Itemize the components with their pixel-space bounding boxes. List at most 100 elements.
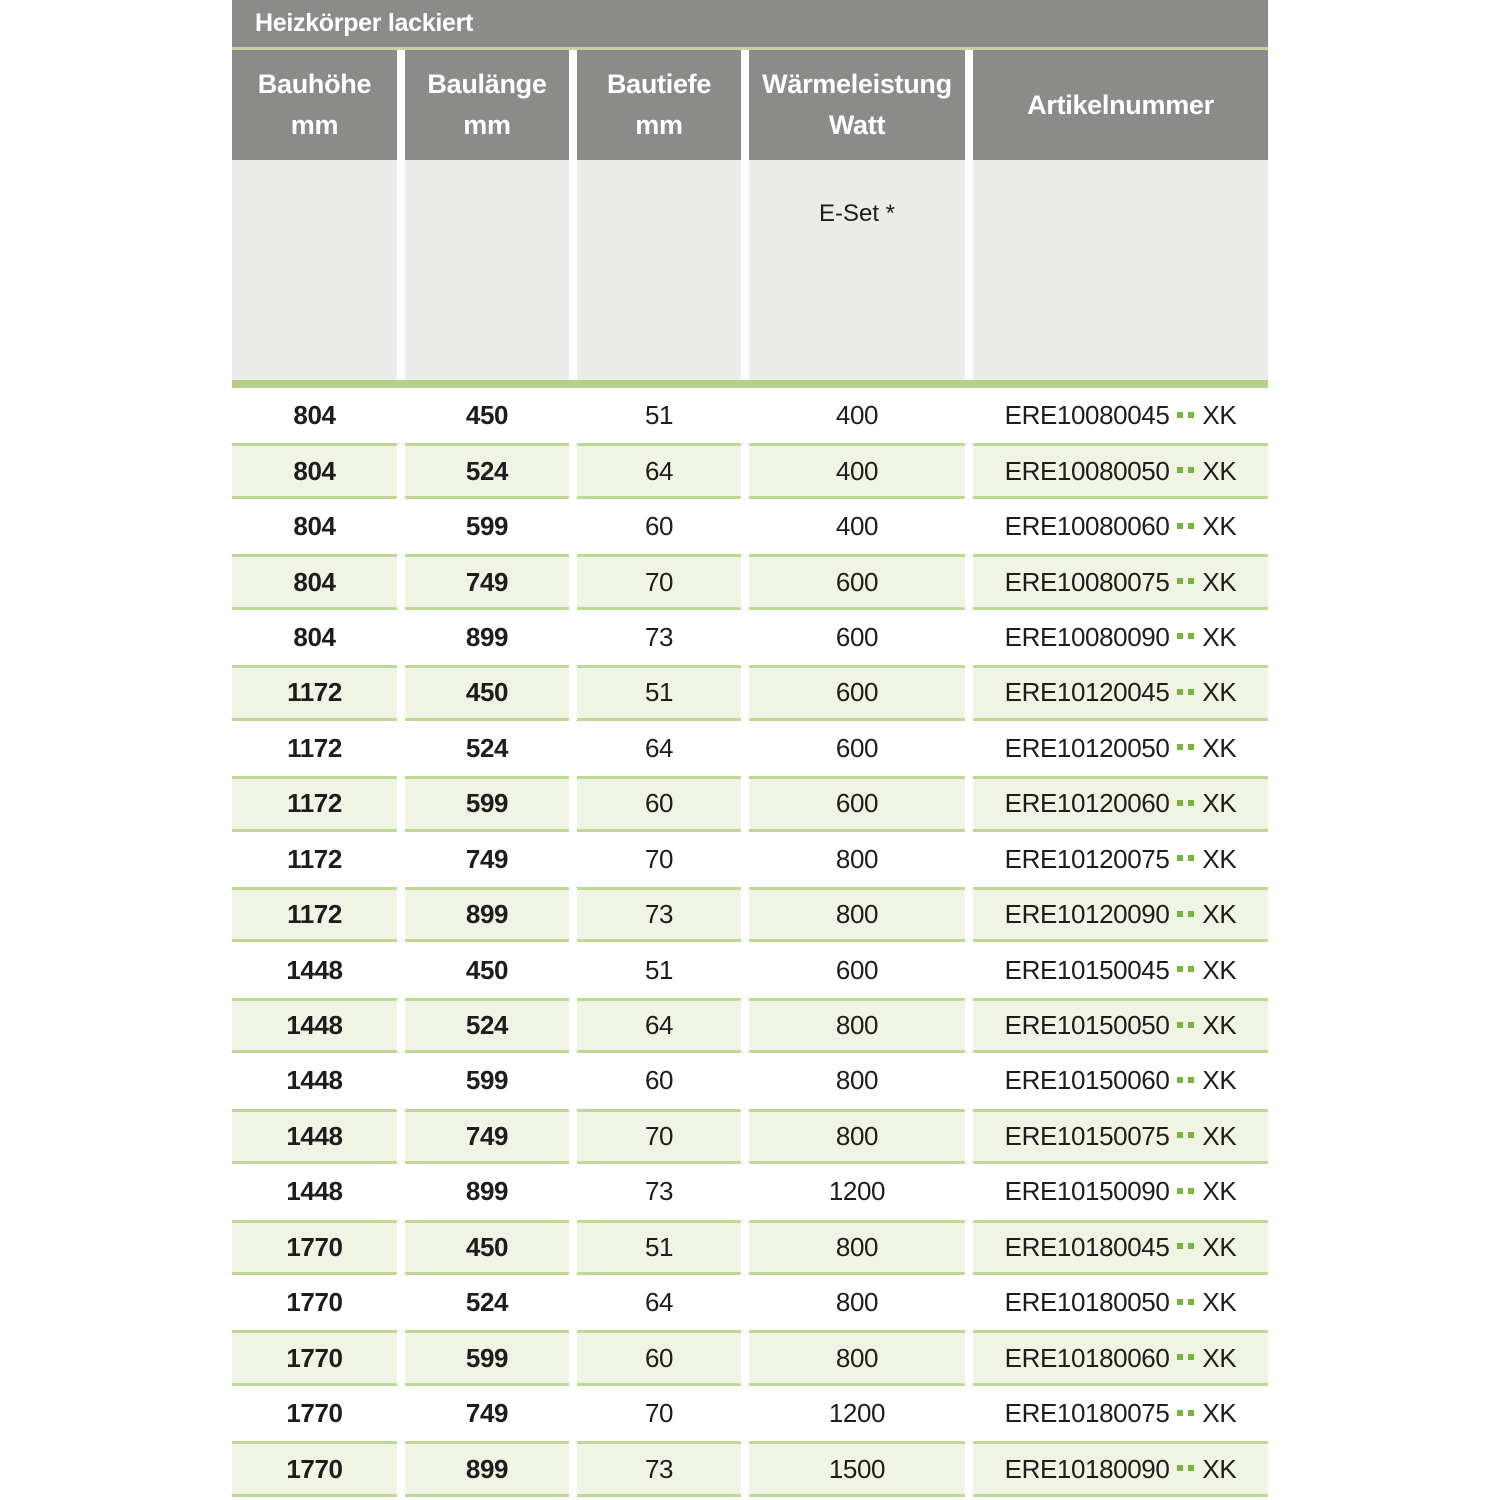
cell-bautiefe: 70 [644,843,674,874]
cell-watt: 400 [749,443,965,499]
column-unit: mm [635,110,683,140]
subheader-cell-eset: E-Set * [749,160,965,380]
table-title: Heizkörper lackiert [255,9,474,37]
artikel-suffix: XK [1202,954,1237,985]
subheader-cell-bautiefe [577,160,741,380]
artikel-code: ERE10080050 [1004,455,1170,486]
column-label: Bautiefe [606,69,712,99]
cell-bauhoehe: 1172 [232,665,397,721]
artikel-suffix: XK [1202,400,1237,431]
placeholder-dot-icon [1177,1465,1184,1472]
cell-watt: 800 [835,843,879,874]
artikel-suffix: XK [1202,677,1237,708]
cell-artikelnummer: ERE10180075 XK [973,1386,1268,1441]
cell-watt: 800 [749,886,965,943]
cell-baulaenge: 899 [405,1441,569,1497]
cell-bauhoehe: 1448 [232,1108,397,1165]
cell-bauhoehe: 1770 [232,1330,397,1386]
cell-artikelnummer: ERE10120090 XK [973,886,1268,943]
cell-watt: 800 [835,1287,879,1318]
cell-watt: 1200 [828,1398,886,1429]
placeholder-dot-icon [1177,411,1184,418]
cell-artikelnummer: ERE10180090 XK [973,1441,1268,1497]
cell-baulaenge: 450 [465,954,509,985]
cell-watt: 600 [835,954,879,985]
column-header-artikelnummer: Artikelnummer [973,50,1268,160]
cell-bauhoehe: 1448 [232,997,397,1054]
column-unit: mm [290,110,339,140]
cell-baulaenge: 599 [465,511,509,542]
table-row: 804 599 60 400 ERE10080060 XK [232,499,1268,554]
subheader-cell-artikelnummer [973,160,1268,380]
cell-artikelnummer: ERE10120075 XK [973,832,1268,887]
cell-bauhoehe: 804 [232,554,397,610]
cell-bautiefe: 60 [644,1065,674,1096]
cell-bautiefe: 64 [644,1287,674,1318]
cell-watt: 600 [835,621,879,652]
column-label: Baulänge [427,69,547,99]
table-row: 1770 599 60 800 ERE10180060 XK [232,1330,1268,1386]
placeholder-dot-icon [1177,910,1184,917]
cell-baulaenge: 899 [465,1176,509,1207]
cell-bauhoehe: 1770 [286,1287,343,1318]
cell-bautiefe: 51 [577,1219,741,1275]
placeholder-dot-icon [1188,855,1195,862]
artikel-code: ERE10150045 [1004,954,1170,985]
table-row: 1448 899 73 1200 ERE10150090 XK [232,1164,1268,1219]
placeholder-dot-icon [1177,633,1184,640]
cell-bauhoehe: 1770 [232,1441,397,1497]
artikel-code: ERE10120060 [1004,788,1170,819]
table-row: 1172 450 51 600 ERE10120045 XK [232,665,1268,721]
placeholder-dot-icon [1177,688,1184,695]
cell-bautiefe: 64 [644,732,674,763]
cell-watt: 600 [749,665,965,721]
placeholder-dot-icon [1188,744,1195,751]
artikel-suffix: XK [1202,1287,1237,1318]
cell-bauhoehe: 1172 [232,886,397,943]
table-row: 1770 524 64 800 ERE10180050 XK [232,1275,1268,1330]
placeholder-dot-icon [1188,966,1195,973]
section-divider-bar [232,380,1268,388]
placeholder-dot-icon [1188,1409,1195,1416]
cell-baulaenge: 524 [465,732,509,763]
table-row: 1770 749 70 1200 ERE10180075 XK [232,1386,1268,1441]
artikel-code: ERE10180050 [1004,1287,1170,1318]
placeholder-dot-icon [1177,522,1184,529]
artikel-suffix: XK [1202,1120,1237,1151]
placeholder-dot-icon [1188,1076,1195,1083]
artikel-suffix: XK [1202,1342,1237,1373]
cell-baulaenge: 450 [405,1219,569,1275]
cell-artikelnummer: ERE10150090 XK [973,1164,1268,1219]
artikel-suffix: XK [1202,843,1237,874]
artikel-code: ERE10150075 [1004,1120,1170,1151]
placeholder-dot-icon [1188,411,1195,418]
artikel-code: ERE10180060 [1004,1342,1170,1373]
table-row: 804 899 73 600 ERE10080090 XK [232,610,1268,665]
placeholder-dot-icon [1177,966,1184,973]
cell-artikelnummer: ERE10080045 XK [973,388,1268,443]
column-label: Bauhöhe [257,69,372,99]
artikel-code: ERE10120045 [1004,677,1170,708]
table-body: 804 450 51 400 ERE10080045 XK 804 524 64… [232,388,1268,1497]
cell-baulaenge: 450 [465,400,509,431]
artikel-suffix: XK [1202,1398,1237,1429]
placeholder-dot-icon [1188,910,1195,917]
artikel-code: ERE10180090 [1004,1453,1170,1484]
artikel-suffix: XK [1202,732,1237,763]
cell-watt: 800 [749,1219,965,1275]
placeholder-dot-icon [1188,799,1195,806]
table-row: 1770 899 73 1500 ERE10180090 XK [232,1441,1268,1497]
placeholder-dot-icon [1177,1021,1184,1028]
artikel-code: ERE10080075 [1004,566,1170,597]
artikel-suffix: XK [1202,899,1237,930]
table-row: 804 749 70 600 ERE10080075 XK [232,554,1268,610]
artikel-code: ERE10150060 [1004,1065,1170,1096]
placeholder-dot-icon [1188,688,1195,695]
cell-artikelnummer: ERE10120045 XK [973,665,1268,721]
artikel-code: ERE10080090 [1004,621,1170,652]
placeholder-dot-icon [1188,578,1195,585]
column-header-waermeleistung: Wärmeleistung Watt [749,50,965,160]
column-header-row: Bauhöhe mm Baulänge mm Bautiefe mm Wärme… [232,50,1268,160]
cell-bautiefe: 73 [577,886,741,943]
artikel-code: ERE10120090 [1004,899,1170,930]
